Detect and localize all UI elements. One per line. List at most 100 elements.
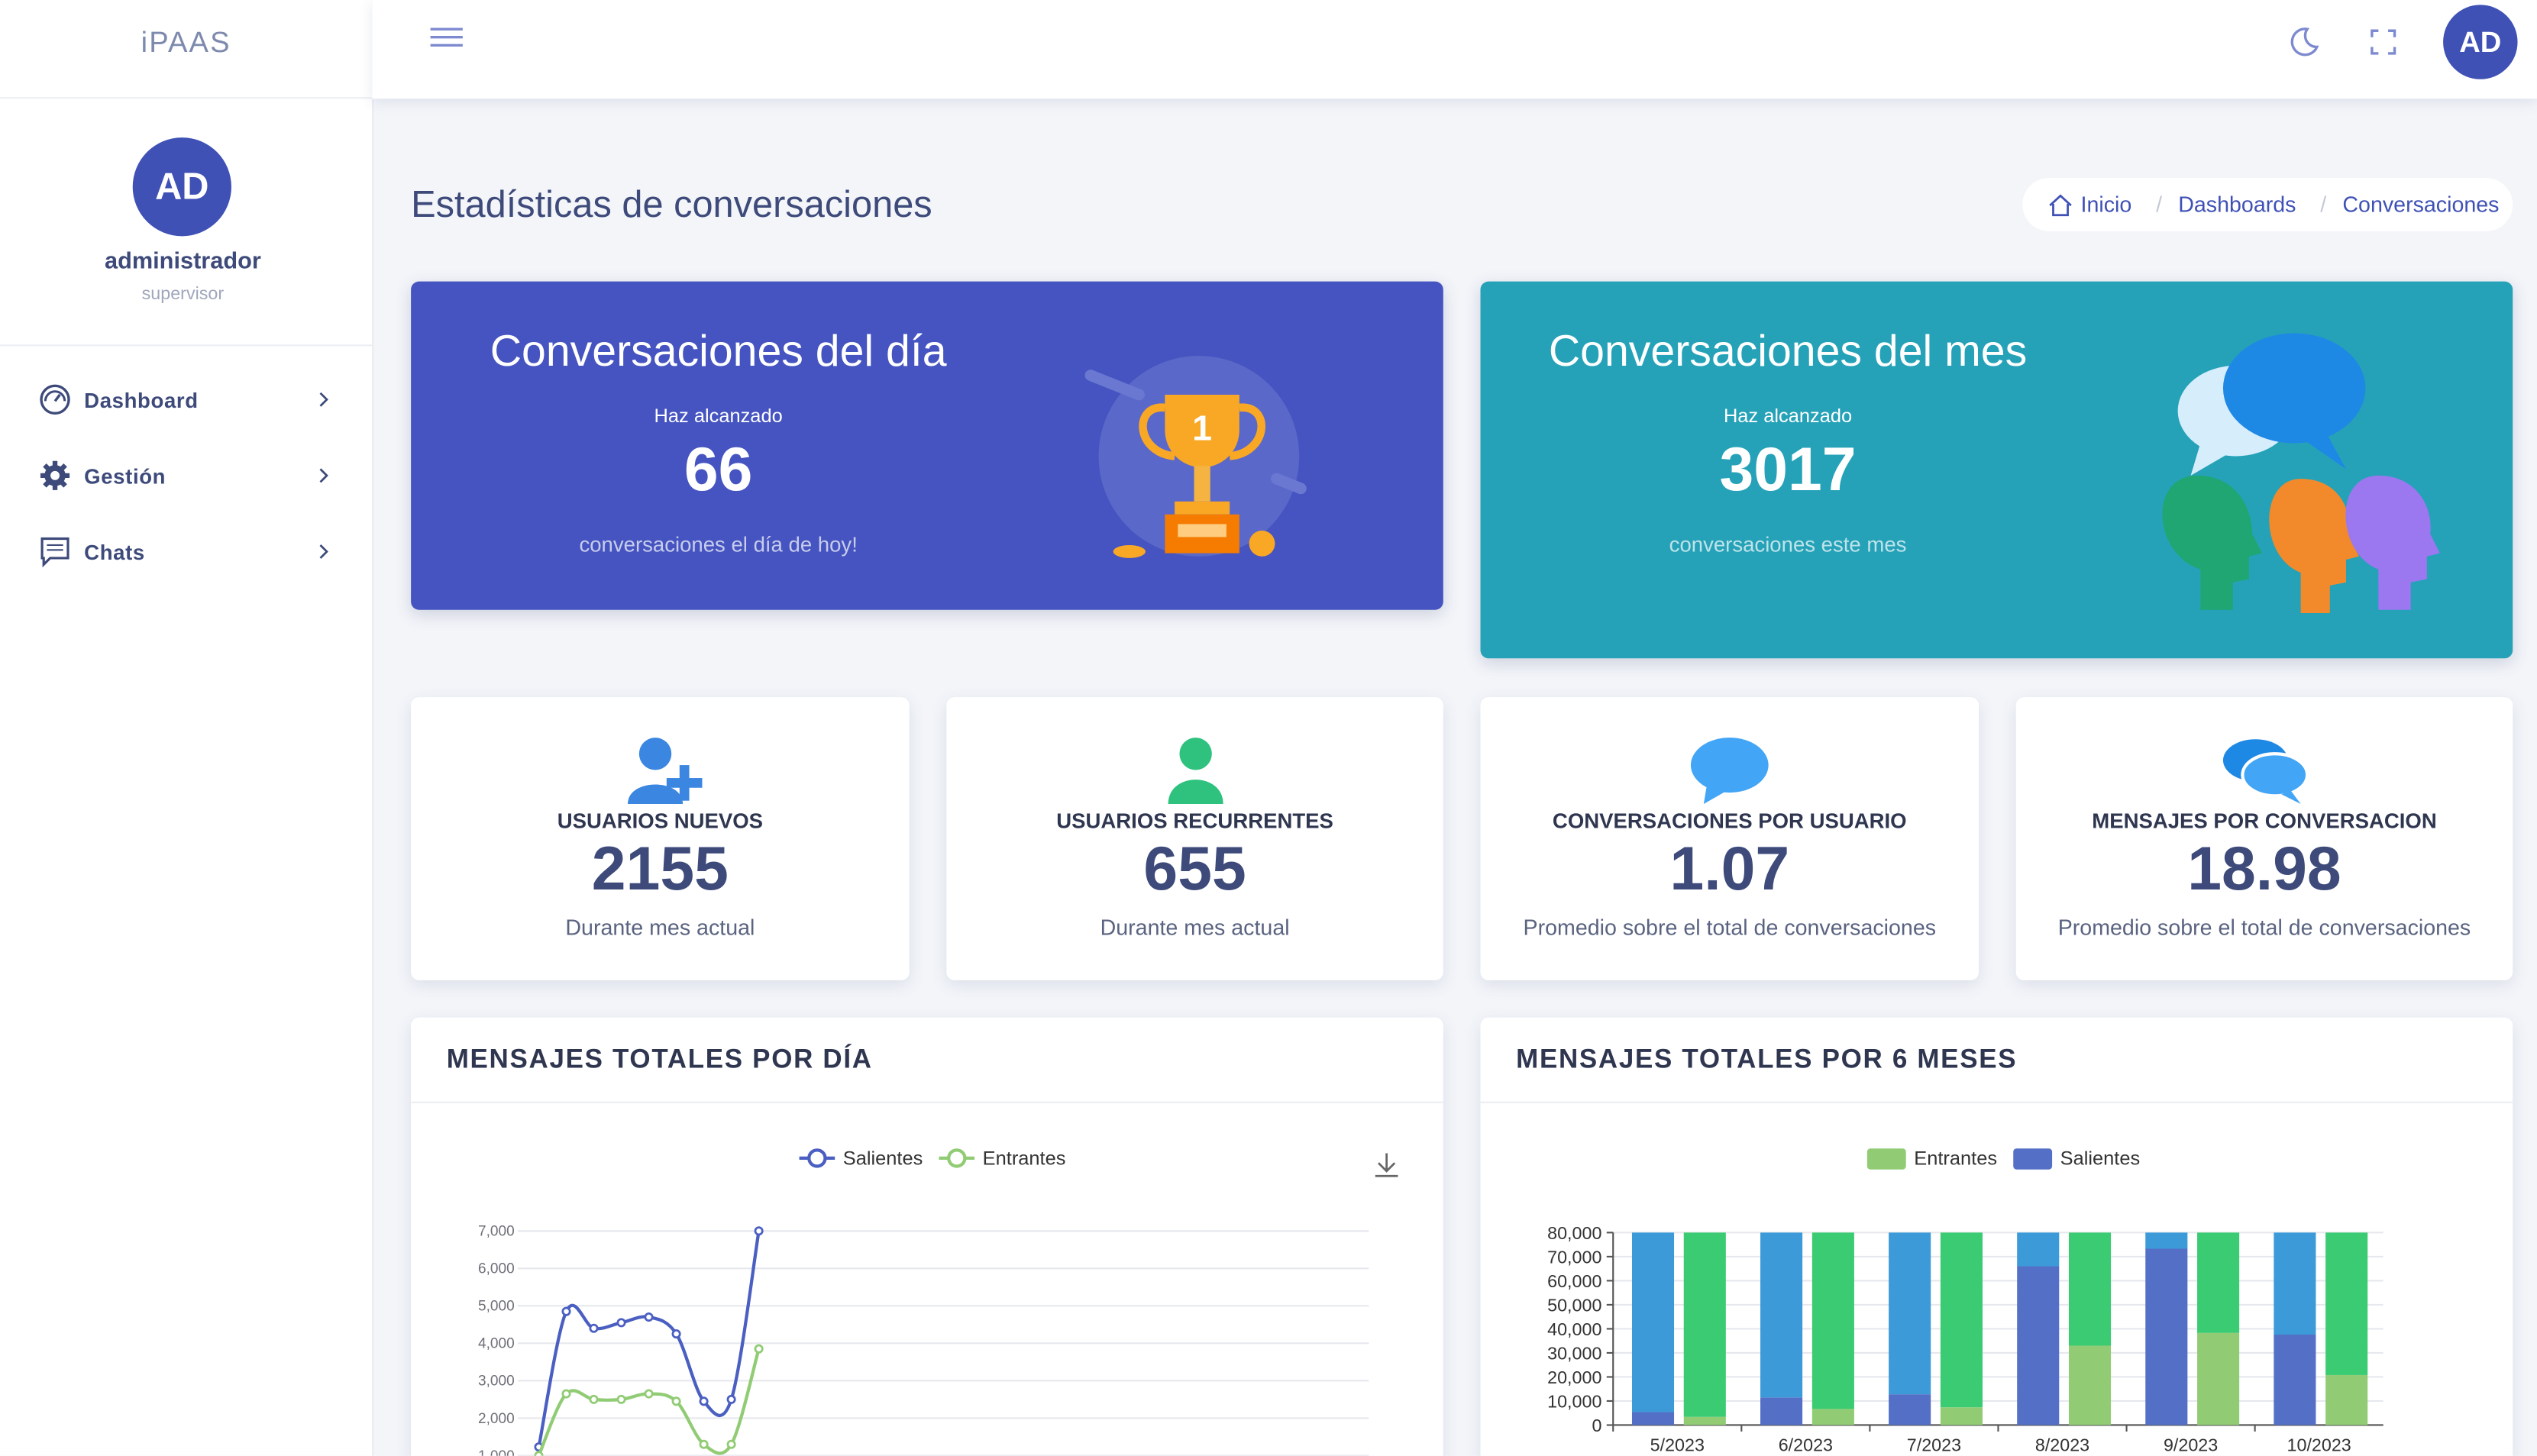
stat-caption: Promedio sobre el total de conversacione…: [1523, 915, 1937, 940]
chart-card: MENSAJES TOTALES POR DÍA 01,0002,0003,00…: [411, 1017, 1443, 1456]
crumb[interactable]: Inicio: [2080, 192, 2132, 217]
highlight-title: Conversaciones del día: [490, 326, 947, 376]
point: [561, 1306, 571, 1316]
theme-toggle[interactable]: [2288, 26, 2320, 58]
logo[interactable]: iPAAS: [141, 25, 231, 59]
highlight-caption: conversaciones el día de hoy!: [579, 532, 858, 557]
highlight-caption: conversaciones este mes: [1669, 532, 1907, 557]
user-name: administrador: [104, 249, 261, 276]
bar-segment: [1940, 1232, 1983, 1408]
chevron: [319, 392, 328, 407]
bar-segment: [1683, 1232, 1726, 1417]
x-tick-label: 10/2023: [2287, 1435, 2351, 1454]
series-line: [537, 1230, 761, 1448]
chart: 0 10,000 20,000 30,000 40,000 50,000 60,000 70,…: [1547, 1148, 2383, 1454]
menu-label: Dashboard: [84, 387, 199, 412]
highlight-card: Conversaciones del día Haz alcanzado 66 …: [411, 281, 1443, 610]
highlight-value: 66: [684, 437, 753, 505]
stat-value: 1.07: [1669, 836, 1790, 905]
bar-segment: [2145, 1248, 2188, 1425]
icon: [1167, 738, 1223, 804]
point: [754, 1344, 764, 1354]
divider: [1480, 1101, 2513, 1103]
bar-segment: [1683, 1416, 1726, 1425]
y-tick-label: 1,000: [478, 1448, 515, 1456]
legend-symbol: [2013, 1148, 2053, 1170]
bar-segment: [2274, 1334, 2316, 1425]
menu-label: Chats: [84, 539, 145, 564]
bar-segment: [2068, 1345, 2112, 1425]
chevron: [319, 468, 328, 483]
y-tick-label: 3,000: [478, 1374, 515, 1390]
bar-segment: [2197, 1332, 2240, 1425]
stat-value: 655: [1143, 836, 1246, 905]
bar-segment: [2145, 1232, 2188, 1249]
header-avatar[interactable]: AD: [2443, 5, 2518, 79]
point: [589, 1394, 599, 1404]
icon: [1690, 738, 1769, 804]
y-tick-label: 70,000: [1547, 1247, 1601, 1267]
crumb[interactable]: Dashboards: [2178, 192, 2296, 217]
menu-toggle[interactable]: [430, 26, 463, 52]
bar-segment: [2274, 1232, 2316, 1335]
stat-value: 18.98: [2187, 836, 2341, 905]
chart-title: MENSAJES TOTALES POR DÍA: [446, 1044, 873, 1074]
download-icon[interactable]: [1375, 1153, 1398, 1177]
point: [616, 1394, 626, 1404]
y-tick-label: 30,000: [1547, 1343, 1601, 1363]
icon: [40, 537, 69, 568]
highlight-value: 3017: [1719, 437, 1857, 505]
bar-segment: [2017, 1266, 2060, 1425]
point: [561, 1389, 571, 1399]
y-tick-label: 7,000: [478, 1224, 515, 1240]
bar-segment: [1811, 1232, 1854, 1409]
chart-card: MENSAJES TOTALES POR 6 MESES 0 10,000 20,0…: [1480, 1017, 2513, 1456]
fullscreen[interactable]: [2371, 29, 2396, 55]
home-icon: [2049, 193, 2072, 216]
bar-segment: [1631, 1232, 1675, 1412]
people-illustration: [2162, 333, 2440, 613]
legend-symbol: [947, 1148, 967, 1168]
x-tick-label: 5/2023: [1650, 1435, 1705, 1454]
icon: [628, 738, 703, 804]
crumb: Conversaciones: [2342, 192, 2500, 217]
legend-label: Entrantes: [983, 1148, 1066, 1169]
chevron: [319, 544, 328, 559]
crumb-sep: /: [2320, 192, 2327, 217]
y-tick-label: 4,000: [478, 1336, 515, 1352]
bar-segment: [1889, 1232, 1931, 1395]
x-tick-label: 6/2023: [1779, 1435, 1833, 1454]
bar-segment: [2325, 1374, 2368, 1425]
menu-item[interactable]: Chats: [39, 528, 330, 576]
bar-segment: [2017, 1232, 2060, 1267]
x-tick-label: 8/2023: [2035, 1435, 2089, 1454]
stat-caption: Durante mes actual: [565, 915, 755, 940]
y-tick-label: 80,000: [1547, 1223, 1601, 1243]
series-line: [537, 1348, 761, 1456]
point: [589, 1323, 599, 1333]
stat-label: MENSAJES POR CONVERSACION: [2092, 809, 2437, 834]
stat-label: USUARIOS NUEVOS: [557, 809, 764, 834]
trophy-number: 1: [1192, 408, 1212, 447]
icon: [40, 384, 70, 415]
sidebar: iPAAS AD administrador supervisor Dashbo…: [0, 0, 374, 1456]
chart-title: MENSAJES TOTALES POR 6 MESES: [1516, 1044, 2018, 1074]
highlight-subtitle: Haz alcanzado: [1723, 404, 1853, 428]
menu-item[interactable]: Dashboard: [39, 376, 330, 425]
menu-item[interactable]: Gestión: [39, 451, 330, 500]
legend-label: Salientes: [2060, 1148, 2141, 1169]
chart: 01,0002,0003,0004,0005,0006,0007,000Sali…: [478, 1148, 1398, 1456]
icon: [2222, 739, 2309, 804]
stat-card: MENSAJES POR CONVERSACION 18.98 Promedio…: [2015, 697, 2513, 980]
stat-caption: Promedio sobre el total de conversacione…: [2057, 915, 2471, 940]
point: [616, 1318, 626, 1328]
icon: [40, 460, 70, 490]
legend-item: Entrantes: [939, 1148, 1065, 1169]
bar-segment: [1631, 1412, 1675, 1425]
bar-segment: [2068, 1232, 2112, 1346]
crumb-sep: /: [2156, 192, 2163, 217]
legend-label: Entrantes: [1914, 1148, 1997, 1169]
